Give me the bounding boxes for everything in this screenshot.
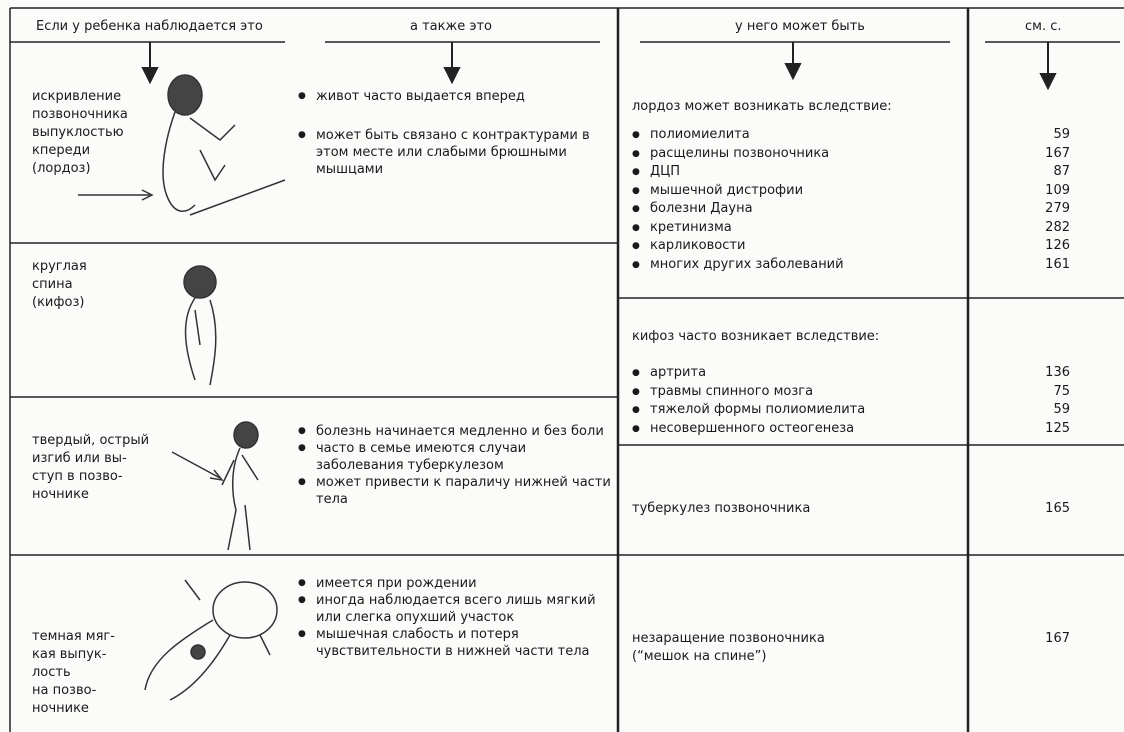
note: может быть связано с контрактурами в это… [298, 127, 616, 178]
note: живот часто выдается вперед [298, 88, 616, 105]
page-ref: 279 [1045, 201, 1070, 216]
page-ref: 59 [1053, 127, 1070, 142]
cause-item: несовершенного остеогенеза [632, 420, 970, 438]
header-cell: а также это [410, 19, 492, 34]
cause-item: болезни Дауна [632, 200, 970, 218]
page-ref: 136 [1045, 365, 1070, 380]
header-cell: у него может быть [735, 19, 865, 34]
sign-line: позвоночника [32, 107, 128, 122]
cause-line: (“мешок на спине”) [632, 649, 767, 664]
note: болезнь начинается медленно и без боли [298, 423, 616, 440]
sign-line: выпуклостью [32, 125, 124, 140]
header-cell: см. с. [1025, 19, 1062, 34]
header-cell: Если у ребенка наблюдается это [36, 19, 263, 34]
page-ref: 87 [1053, 164, 1070, 179]
cause-item: полиомиелита [632, 126, 970, 144]
sign-line: спина [32, 277, 73, 292]
page-ref: 126 [1045, 238, 1070, 253]
cause-item: многих других заболеваний [632, 256, 970, 274]
sign-line: круглая [32, 259, 87, 274]
note: мышечная слабость и потеря чувствительно… [298, 626, 616, 660]
sign-line: твердый, острый [32, 433, 150, 448]
sign-line: темная мяг- [32, 629, 115, 644]
sign-line: изгиб или вы- [32, 451, 127, 466]
page-ref: 109 [1045, 182, 1070, 198]
cause-line: незаращение позвоночника [632, 631, 825, 646]
page-ref: 282 [1045, 219, 1070, 235]
cause-item: артрита [632, 364, 970, 382]
cause-item: мышечной дистрофии [632, 182, 970, 200]
cause-item: ДЦП [632, 163, 970, 181]
sign-line: лость [32, 665, 71, 680]
sign-line: ночнике [32, 701, 89, 716]
page-ref: 167 [1045, 631, 1070, 646]
page-ref: 125 [1045, 420, 1070, 436]
page-ref: 59 [1053, 402, 1070, 417]
sign-line: на позво- [32, 683, 97, 698]
sign-line: ночнике [32, 487, 89, 502]
cause-item: кретинизма [632, 219, 970, 237]
sign-line: ступ в позво- [32, 469, 123, 484]
sign-line: кпереди [32, 143, 91, 158]
sign-line: (лордоз) [32, 161, 91, 176]
cause-title: лордоз может возникать вследствие: [632, 99, 892, 114]
sign-line: искривление [32, 89, 122, 104]
note: иногда наблюдается всего лишь мягкий или… [298, 592, 616, 626]
cause-item: карликовости [632, 237, 970, 255]
cause-title: кифоз часто возникает вследствие: [632, 329, 880, 344]
note: может привести к параличу нижней части т… [298, 474, 616, 508]
page-ref: 165 [1045, 501, 1070, 516]
cause-line: туберкулез позвоночника [632, 501, 811, 516]
sign-line: кая выпук- [32, 647, 107, 662]
note: имеется при рождении [298, 575, 616, 592]
page-ref: 161 [1045, 256, 1070, 272]
page-ref: 167 [1045, 145, 1070, 161]
cause-item: травмы спинного мозга [632, 383, 970, 401]
cause-item: расщелины позвоночника [632, 145, 970, 163]
sign-line: (кифоз) [32, 295, 85, 310]
cause-item: тяжелой формы полиомиелита [632, 401, 970, 419]
note: часто в семье имеются случаи заболевания… [298, 440, 616, 474]
page-ref: 75 [1053, 383, 1070, 399]
